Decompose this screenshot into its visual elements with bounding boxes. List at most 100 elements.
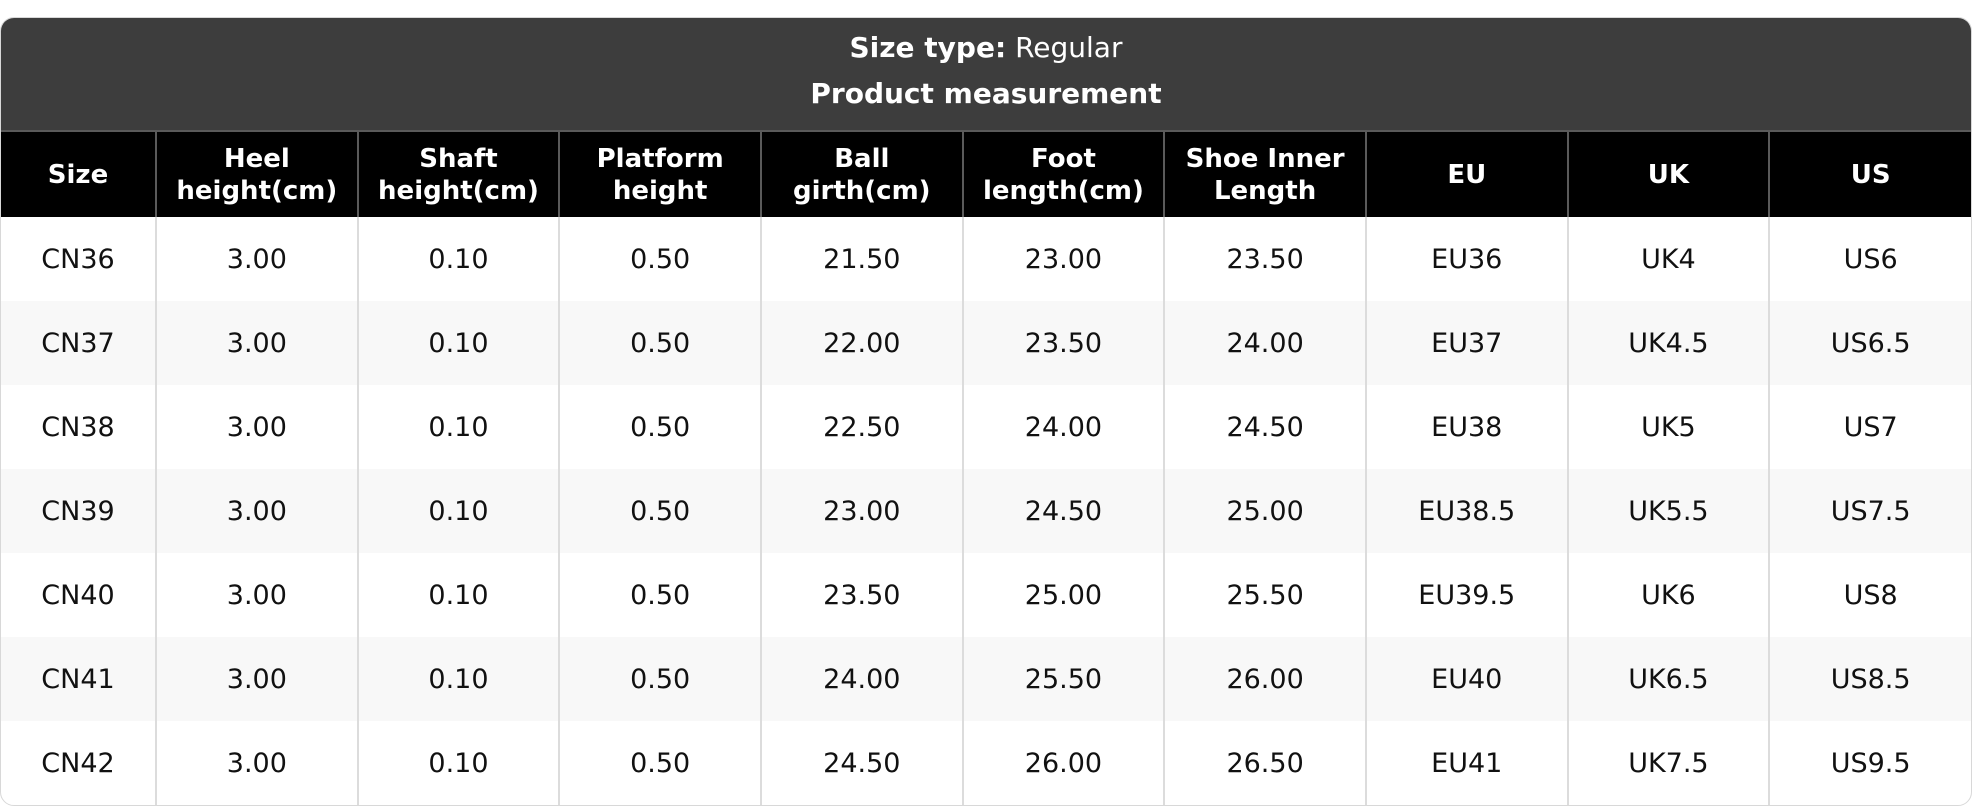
column-header-text: Shoe Inner [1185, 143, 1345, 174]
table-row: CN39 3.00 0.10 0.50 23.00 24.50 25.00 EU38.5 UK5… [1, 469, 1971, 553]
table-cell: 25.50 [1163, 553, 1366, 637]
table-cell: CN39 [1, 469, 156, 553]
table-cell: UK5 [1566, 385, 1770, 469]
table-cell: UK4 [1566, 217, 1770, 301]
column-header-text: Shaft [419, 143, 498, 174]
table-cell: CN42 [41, 747, 115, 779]
table-cell: 24.00 [759, 637, 963, 721]
table-cell: 21.50 [759, 217, 963, 301]
column-header: Shoe Inner Length [1163, 130, 1366, 217]
column-header: Heel height(cm) [155, 130, 358, 217]
column-header-text: height [612, 175, 708, 206]
table-cell: 0.50 [558, 385, 761, 469]
table-cell: 26.50 [1163, 721, 1366, 805]
table-cell: 25.50 [961, 637, 1165, 721]
table-cell: UK6.5 [1566, 637, 1770, 721]
table-cell: 26.00 [961, 721, 1165, 805]
size-chart: Size type: Regular Product measurement S… [0, 17, 1972, 806]
column-header-text: Size [47, 159, 109, 190]
table-cell: UK5.5 [1566, 469, 1770, 553]
table-cell: EU39.5 [1364, 553, 1568, 637]
table-cell: US6.5 [1768, 301, 1971, 385]
table-cell: 0.10 [356, 217, 560, 301]
table-row: CN36 3.00 0.10 0.50 21.50 23.00 23.50 EU36 UK4 US… [1, 217, 1971, 301]
table-row: CN40 3.00 0.10 0.50 23.50 25.00 25.50 EU39.5 UK6… [1, 553, 1971, 637]
table-cell: 0.50 [558, 553, 761, 637]
table-cell: 0.50 [558, 721, 761, 805]
size-type: Size type: Regular [1, 18, 1971, 74]
table-cell: 0.50 [558, 637, 761, 721]
column-header: Shaft height(cm) [356, 130, 560, 217]
table-cell: 25.00 [1163, 469, 1366, 553]
table-row: CN37 3.00 0.10 0.50 22.00 23.50 24.00 EU37 UK4.5… [1, 301, 1971, 385]
table-cell: US7 [1768, 385, 1971, 469]
table-cell: 3.00 [155, 469, 358, 553]
table-cell: EU38.5 [1364, 469, 1568, 553]
table-cell: 26.00 [1163, 637, 1366, 721]
table-cell: 0.50 [558, 469, 761, 553]
column-header: Size [1, 130, 156, 217]
table-cell: 23.00 [961, 217, 1165, 301]
table-cell: 0.50 [558, 301, 761, 385]
column-header-text: Heel [223, 143, 290, 174]
table-row: CN38 3.00 0.10 0.50 22.50 24.00 24.50 EU38 UK5 US… [1, 385, 1971, 469]
table-cell: 24.50 [1163, 385, 1366, 469]
column-header-text: US [1850, 159, 1891, 190]
column-header: Foot length(cm) [961, 130, 1165, 217]
column-header-text: Ball [834, 143, 890, 174]
table-cell: 24.50 [759, 721, 963, 805]
table-cell: 25.00 [961, 553, 1165, 637]
table-cell: CN41 [1, 637, 156, 721]
table-cell: 23.50 [961, 301, 1165, 385]
table-cell: 0.50 [558, 217, 761, 301]
table-cell: 3.00 [155, 217, 358, 301]
column-header-text: height(cm) [378, 175, 539, 206]
column-header: Ball girth(cm) [759, 130, 963, 217]
column-header: US [1768, 130, 1971, 217]
column-header-text: Length [1213, 175, 1317, 206]
column-header: UK [1566, 130, 1770, 217]
table-cell: 3.00 [155, 637, 358, 721]
size-chart-header: Size type: Regular Product measurement [1, 18, 1971, 130]
table-cell: US8 [1768, 553, 1971, 637]
table-cell: EU41 [1364, 721, 1568, 805]
table-cell: UK4.5 [1566, 301, 1770, 385]
table-cell: 22.00 [759, 301, 963, 385]
table-cell: CN36 [41, 243, 115, 275]
column-header: Platform height [558, 130, 761, 217]
table-cell: 23.50 [759, 553, 963, 637]
table-cell: 24.00 [961, 385, 1165, 469]
size-type-label: Size type: [849, 31, 1007, 64]
table-cell: 24.00 [1163, 301, 1366, 385]
table-cell: 22.50 [759, 385, 963, 469]
column-header-text: UK [1647, 159, 1690, 190]
column-header-text: EU [1447, 159, 1487, 190]
table-cell: US8.5 [1768, 637, 1971, 721]
table-cell: 23.50 [1163, 217, 1366, 301]
table-cell: EU36 [1364, 217, 1568, 301]
table-cell: EU37 [1364, 301, 1568, 385]
table-cell: US6 [1768, 217, 1971, 301]
table-cell: 0.10 [356, 469, 560, 553]
header-row: Size Heel height(cm) Shaft height(cm) Platfor… [1, 130, 1971, 217]
column-header-text: Foot [1031, 143, 1096, 174]
table-cell: UK6 [1566, 553, 1770, 637]
table-cell: EU38 [1364, 385, 1568, 469]
table-cell: 3.00 [155, 721, 358, 805]
column-header-text: height(cm) [176, 175, 338, 206]
table-cell: 0.10 [356, 385, 560, 469]
column-header-text: girth(cm) [793, 175, 931, 206]
table-cell: UK7.5 [1566, 721, 1770, 805]
table-cell: US7.5 [1768, 469, 1971, 553]
table-cell: 3.00 [155, 553, 358, 637]
table-cell: 23.00 [759, 469, 963, 553]
column-header-text: Platform [596, 143, 724, 174]
table-cell: CN38 [41, 411, 115, 443]
column-header-text: length(cm) [983, 175, 1144, 206]
size-type-value: Regular [1015, 31, 1123, 64]
table-cell: 0.10 [356, 637, 560, 721]
column-header: EU [1364, 130, 1568, 217]
table-cell: 3.00 [155, 385, 358, 469]
table-title: Product measurement [810, 77, 1162, 110]
table-cell: 24.50 [961, 469, 1165, 553]
